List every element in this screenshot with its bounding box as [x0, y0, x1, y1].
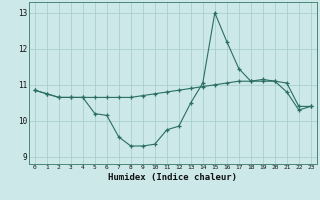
X-axis label: Humidex (Indice chaleur): Humidex (Indice chaleur): [108, 173, 237, 182]
